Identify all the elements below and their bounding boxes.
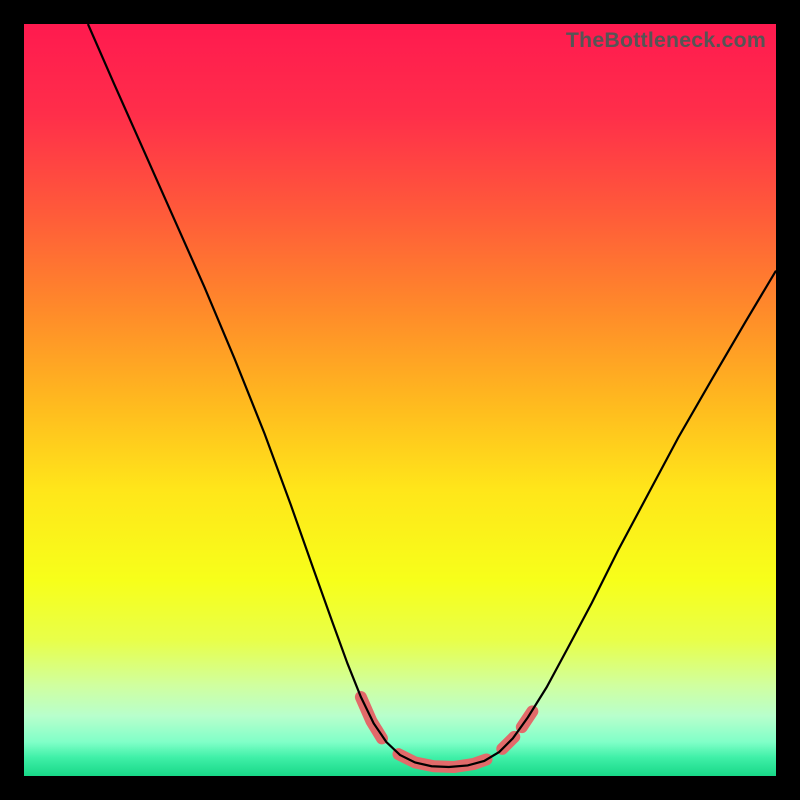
bottleneck-curve-chart	[24, 24, 776, 776]
plot-area: TheBottleneck.com	[24, 24, 776, 776]
chart-frame: TheBottleneck.com	[0, 0, 800, 800]
watermark-text: TheBottleneck.com	[566, 28, 766, 53]
